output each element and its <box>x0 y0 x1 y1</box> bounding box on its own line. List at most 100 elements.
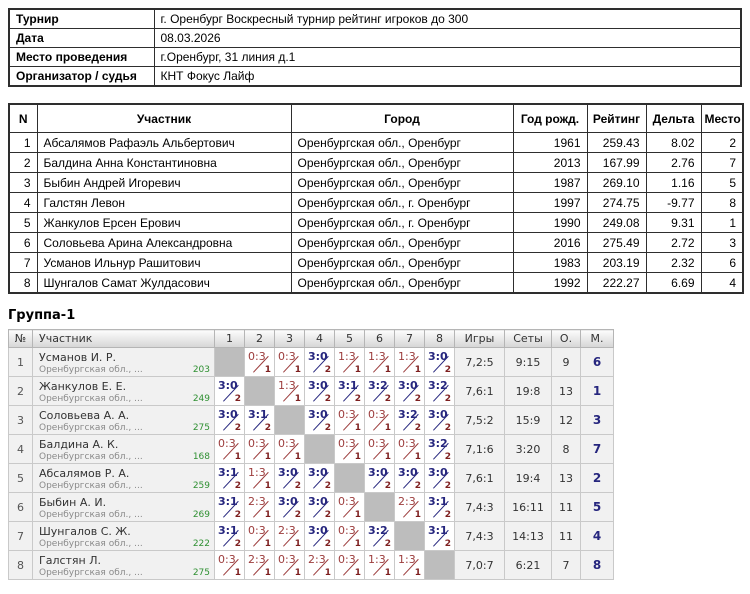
match-cell: 3:0 2 <box>424 463 455 493</box>
group-header-row: № Участник 1 2 3 4 5 6 7 8 Игры Сеты О. … <box>8 329 614 348</box>
match-points-earned: 1 <box>294 568 301 578</box>
sets-cell: 9:15 <box>504 347 552 377</box>
participant-rating: 249 <box>192 393 210 404</box>
cell-place: 6 <box>700 252 744 273</box>
match-score: 1:3 <box>398 553 416 566</box>
cell-n: 6 <box>8 232 38 253</box>
match-score: 3:1 <box>218 495 238 508</box>
match-score: 3:1 <box>428 524 448 537</box>
cell-delta: 2.32 <box>645 252 702 273</box>
cell-place: 5 <box>700 172 744 193</box>
match-score: 0:3 <box>218 437 236 450</box>
info-row: Организатор / судья КНТ Фокус Лайф <box>8 66 742 87</box>
col-header-birth-year: Год рожд. <box>512 103 588 133</box>
participant-region: Оренбургская обл., ... <box>39 567 143 578</box>
group-row-number: 3 <box>8 405 33 435</box>
match-cell: 0:3 1 <box>364 405 395 435</box>
match-cell: 0:3 1 <box>214 550 245 580</box>
tournament-info-body: Турнир г. Оренбург Воскресный турнир рейт… <box>8 8 742 87</box>
participant-rating: 269 <box>192 509 210 520</box>
match-cell: 3:0 2 <box>304 376 335 406</box>
cell-birth-year: 1990 <box>512 212 588 233</box>
games-cell: 7,2:5 <box>454 347 505 377</box>
cell-place: 1 <box>700 212 744 233</box>
match-cell: 0:3 1 <box>274 550 305 580</box>
cell-place: 8 <box>700 192 744 213</box>
match-cell-self <box>394 521 425 551</box>
match-score: 0:3 <box>278 350 296 363</box>
group-col-participant: Участник <box>32 329 215 348</box>
group-participant-cell: Жанкулов Е. Е. Оренбургская обл., ... 249 <box>32 376 215 406</box>
col-header-n: N <box>8 103 38 133</box>
participant-rating: 168 <box>192 451 210 462</box>
group-row-number: 4 <box>8 434 33 464</box>
group-row-number: 1 <box>8 347 33 377</box>
info-value: КНТ Фокус Лайф <box>153 66 742 87</box>
cell-name: Жанкулов Ерсен Ерович <box>36 212 292 233</box>
match-cell-self <box>244 376 275 406</box>
group-row-number: 5 <box>8 463 33 493</box>
cell-place: 2 <box>700 132 744 153</box>
group-title: Группа-1 <box>8 308 76 323</box>
group-row-number: 2 <box>8 376 33 406</box>
participant-name: Быбин А. И. <box>39 495 107 509</box>
match-cell: 3:0 2 <box>394 463 425 493</box>
match-cell: 0:3 1 <box>244 347 275 377</box>
match-score: 0:3 <box>398 437 416 450</box>
match-cell: 3:2 2 <box>424 376 455 406</box>
points-cell: 11 <box>551 492 581 522</box>
points-cell: 9 <box>551 347 581 377</box>
group-col-8: 8 <box>424 329 455 348</box>
match-points-earned: 1 <box>294 365 301 375</box>
match-score: 3:1 <box>428 495 448 508</box>
match-cell: 3:0 2 <box>364 463 395 493</box>
cell-rating: 203.19 <box>586 252 647 273</box>
match-score: 3:0 <box>278 466 298 479</box>
cell-city: Оренбургская обл., Оренбург <box>290 252 514 273</box>
match-score: 0:3 <box>368 437 386 450</box>
match-cell-self <box>364 492 395 522</box>
points-cell: 13 <box>551 463 581 493</box>
participant-row: 1 Абсалямов Рафаэль Альбертович Оренбургск… <box>8 132 744 153</box>
participant-info: Галстян Л. Оренбургская обл., ... 275 <box>34 552 214 579</box>
cell-place: 7 <box>700 152 744 173</box>
group-row: 1 Усманов И. Р. Оренбургская обл., ... 203 0… <box>8 347 614 377</box>
participant-name: Соловьева А. А. <box>39 408 130 422</box>
match-points-earned: 1 <box>354 510 361 520</box>
match-points-earned: 1 <box>414 568 421 578</box>
match-score: 3:0 <box>398 379 418 392</box>
cell-rating: 259.43 <box>586 132 647 153</box>
match-cell: 0:3 1 <box>214 434 245 464</box>
match-points-earned: 2 <box>414 423 421 433</box>
match-cell: 3:2 2 <box>424 434 455 464</box>
group-row: 3 Соловьева А. А. Оренбургская обл., ... 27… <box>8 405 614 435</box>
match-score: 3:1 <box>218 466 238 479</box>
match-score: 3:0 <box>218 408 238 421</box>
participant-info: Шунгалов С. Ж. Оренбургская обл., ... 222 <box>34 523 214 550</box>
match-score: 0:3 <box>338 553 356 566</box>
match-cell: 0:3 1 <box>364 434 395 464</box>
participants-body: 1 Абсалямов Рафаэль Альбертович Оренбургск… <box>8 132 744 294</box>
participant-subline: Оренбургская обл., ... 203 <box>39 365 210 375</box>
match-score: 3:2 <box>428 437 448 450</box>
match-points-earned: 2 <box>414 481 421 491</box>
match-score: 1:3 <box>398 350 416 363</box>
sets-cell: 6:21 <box>504 550 552 580</box>
group-row: 7 Шунгалов С. Ж. Оренбургская обл., ... 222… <box>8 521 614 551</box>
match-cell-self <box>214 347 245 377</box>
info-label: Организатор / судья <box>8 66 155 87</box>
match-score: 0:3 <box>218 553 236 566</box>
cell-place: 4 <box>700 272 744 294</box>
group-col-3: 3 <box>274 329 305 348</box>
cell-birth-year: 1983 <box>512 252 588 273</box>
group-col-5: 5 <box>334 329 365 348</box>
match-cell: 1:3 1 <box>364 550 395 580</box>
tournament-info-table: Турнир г. Оренбург Воскресный турнир рейт… <box>8 8 742 87</box>
participant-subline: Оренбургская обл., ... 275 <box>39 568 210 578</box>
match-points-earned: 1 <box>414 510 421 520</box>
participant-name: Галстян Л. <box>39 553 102 567</box>
participant-region: Оренбургская обл., ... <box>39 451 143 462</box>
match-score: 2:3 <box>308 553 326 566</box>
match-cell-self <box>304 434 335 464</box>
